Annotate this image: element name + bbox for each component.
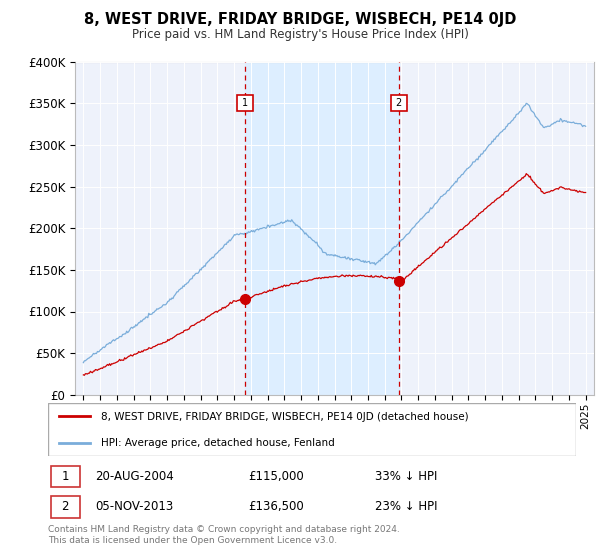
Text: £136,500: £136,500 xyxy=(248,500,304,514)
Text: HPI: Average price, detached house, Fenland: HPI: Average price, detached house, Fenl… xyxy=(101,438,335,448)
Text: 2: 2 xyxy=(61,500,69,514)
Text: 23% ↓ HPI: 23% ↓ HPI xyxy=(376,500,438,514)
Text: 05-NOV-2013: 05-NOV-2013 xyxy=(95,500,174,514)
Bar xyxy=(245,62,399,395)
Text: £115,000: £115,000 xyxy=(248,470,304,483)
Bar xyxy=(50,496,80,517)
Text: Price paid vs. HM Land Registry's House Price Index (HPI): Price paid vs. HM Land Registry's House … xyxy=(131,28,469,41)
Text: 1: 1 xyxy=(242,98,248,108)
Text: 1: 1 xyxy=(61,470,69,483)
Text: 20-AUG-2004: 20-AUG-2004 xyxy=(95,470,174,483)
Text: 33% ↓ HPI: 33% ↓ HPI xyxy=(376,470,438,483)
Bar xyxy=(50,466,80,487)
Text: 8, WEST DRIVE, FRIDAY BRIDGE, WISBECH, PE14 0JD: 8, WEST DRIVE, FRIDAY BRIDGE, WISBECH, P… xyxy=(84,12,516,27)
Text: 8, WEST DRIVE, FRIDAY BRIDGE, WISBECH, PE14 0JD (detached house): 8, WEST DRIVE, FRIDAY BRIDGE, WISBECH, P… xyxy=(101,412,469,422)
Text: Contains HM Land Registry data © Crown copyright and database right 2024.
This d: Contains HM Land Registry data © Crown c… xyxy=(48,525,400,545)
Text: 2: 2 xyxy=(395,98,402,108)
